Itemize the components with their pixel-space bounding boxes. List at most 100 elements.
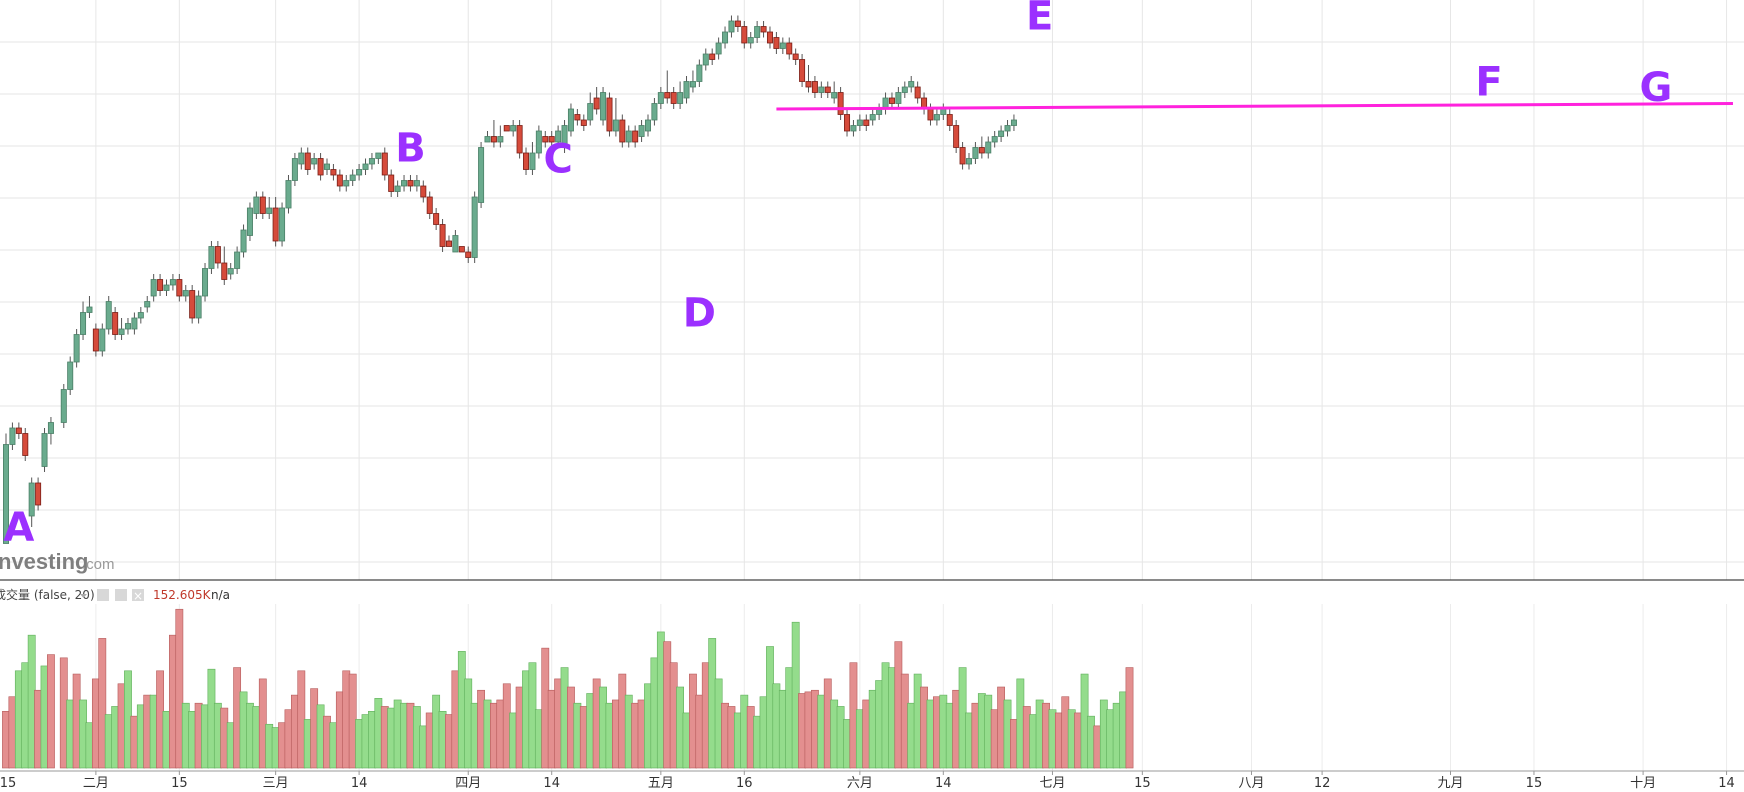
volume-bar: [496, 699, 505, 769]
candle-body: [99, 328, 106, 352]
investing-logo: nvesting .com: [0, 549, 115, 574]
candle-body: [86, 306, 93, 313]
candle-body: [349, 174, 356, 181]
volume-bar: [406, 702, 415, 769]
resistance-line-group: [776, 102, 1733, 111]
x-axis-ticks: 15 二月 15 三月 14 四月 14 五月 16 六月 14 七月 15 八月 12 九月 15 十月 14: [0, 771, 1735, 791]
candle-body: [953, 125, 960, 148]
candle-body: [137, 312, 144, 319]
candle-body: [343, 180, 350, 187]
candle-body: [9, 427, 16, 445]
x-tick-label: 14: [1718, 776, 1735, 791]
candle-body: [933, 114, 940, 121]
volume-bar: [124, 670, 132, 769]
candle-body: [426, 196, 433, 214]
volume-na: n/a: [211, 588, 230, 602]
candle-body: [844, 114, 851, 132]
candle-body: [754, 26, 761, 38]
x-tick-label: 15: [0, 776, 16, 791]
volume-bar: [213, 702, 222, 769]
candle-body: [490, 136, 497, 143]
volume-bar: [66, 699, 75, 769]
candle-body: [323, 163, 330, 170]
candle-body: [972, 147, 979, 159]
candle-body: [356, 169, 363, 176]
x-tick-label: 14: [351, 776, 368, 791]
candle-body: [523, 152, 530, 170]
dropdown-caret-icon[interactable]: [80, 594, 87, 598]
candle-body: [112, 312, 119, 335]
candle-body: [407, 180, 414, 187]
volume-bar: [1119, 691, 1127, 769]
close-icon[interactable]: [132, 589, 144, 601]
candle-body: [471, 196, 478, 258]
candle-body: [600, 92, 607, 121]
candle-body: [869, 114, 876, 121]
candle-body: [805, 81, 812, 88]
volume-bar: [637, 699, 646, 769]
candle-body: [163, 284, 170, 291]
annotation-a: A: [3, 505, 34, 551]
candle-body: [542, 136, 549, 143]
annotation-d: D: [683, 291, 716, 337]
volume-bar: [72, 673, 81, 769]
volume-bar: [547, 689, 556, 769]
candle-body: [818, 86, 825, 93]
logo-text: nvesting: [0, 549, 88, 574]
candle-body: [516, 125, 523, 154]
candle-body: [766, 31, 773, 44]
candle-body: [445, 240, 452, 247]
candle-body: [677, 92, 684, 104]
candle-body: [587, 103, 594, 121]
candle-body: [632, 130, 639, 143]
volume-bar: [522, 670, 530, 769]
x-tick-label: 二月: [83, 776, 109, 791]
candle-body: [47, 422, 54, 434]
x-tick-label: 九月: [1437, 776, 1463, 791]
volume-bar: [91, 678, 100, 769]
volume-bar: [939, 694, 948, 769]
candles: [3, 15, 1017, 544]
candle-body: [561, 125, 568, 148]
volume-bar: [258, 678, 267, 769]
candle-body: [304, 152, 311, 170]
candle-body: [92, 328, 99, 352]
candle-body: [420, 185, 427, 198]
volume-bar: [380, 706, 389, 769]
candle-body: [189, 290, 196, 319]
volume-bar: [1125, 667, 1134, 769]
candle-body: [901, 86, 908, 93]
candle-body: [728, 20, 735, 33]
visibility-icon[interactable]: [115, 589, 127, 601]
candle-body: [503, 125, 510, 132]
candle-body: [683, 81, 690, 99]
candle-body: [863, 119, 870, 126]
volume-bar: [753, 715, 762, 769]
x-tick-label: 15: [1134, 776, 1151, 791]
volume-bar: [1106, 709, 1115, 769]
volume-bar: [181, 702, 190, 769]
candle-body: [105, 301, 112, 330]
volume-bar: [111, 706, 120, 769]
candle-body: [458, 246, 465, 253]
candle-body: [978, 147, 985, 154]
candle-body: [131, 317, 138, 330]
settings-icon[interactable]: [97, 589, 109, 601]
volume-bar: [958, 667, 967, 769]
volume-bar: [201, 704, 209, 769]
candle-body: [529, 152, 536, 170]
candle-body: [619, 119, 626, 143]
candle-body: [259, 196, 266, 214]
volume-bar: [85, 722, 94, 769]
candle-body: [388, 174, 395, 192]
volume-bar: [355, 719, 363, 769]
volume-bar: [246, 702, 254, 769]
volume-bar: [1042, 702, 1050, 769]
candle-body: [824, 86, 831, 93]
x-tick-label: 四月: [455, 776, 481, 791]
candle-body: [779, 42, 786, 49]
x-tick-label: 十月: [1630, 776, 1656, 791]
volume-bar: [1087, 715, 1095, 769]
annotation-e: E: [1026, 0, 1053, 40]
candle-body: [657, 92, 664, 104]
